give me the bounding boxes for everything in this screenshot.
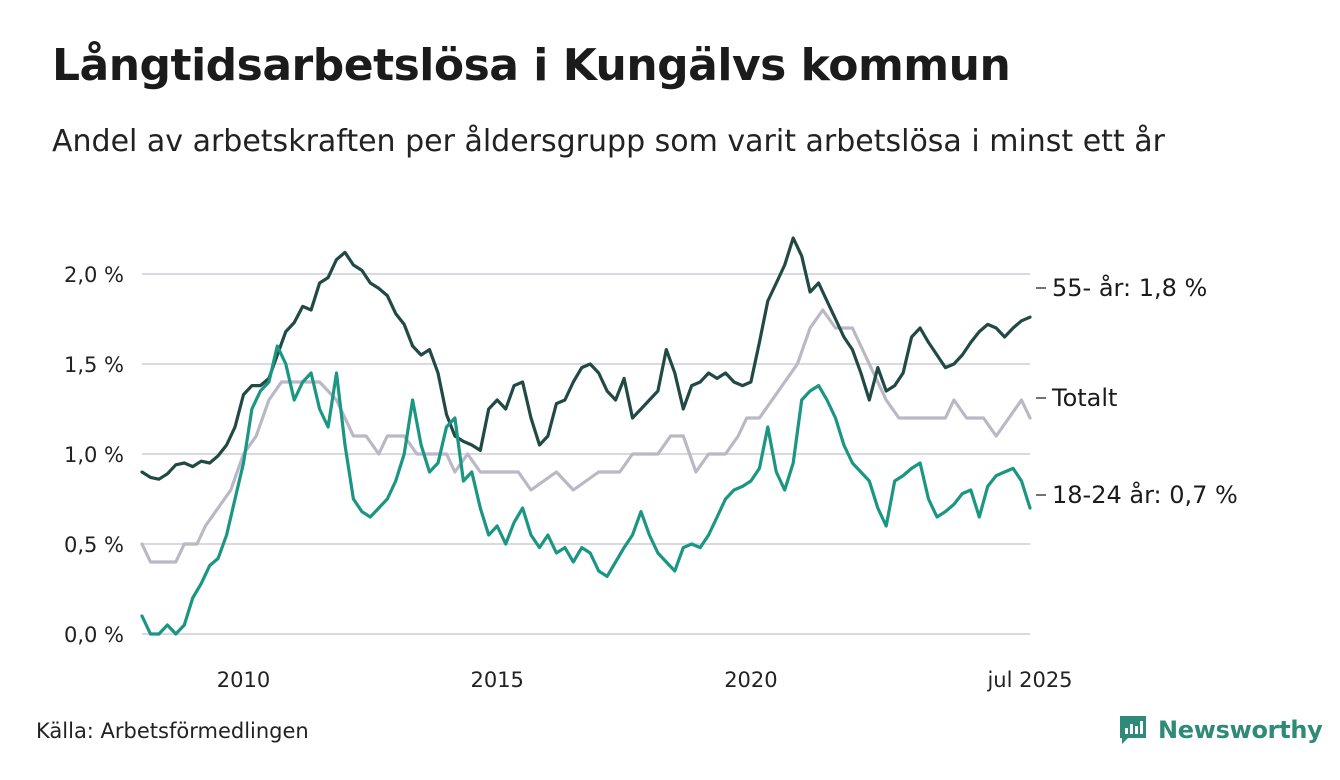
- y-axis-tick-labels: 0,0 % 0,5 % 1,0 % 1,5 % 2,0 %: [64, 263, 124, 647]
- y-tick-label: 1,0 %: [64, 443, 124, 467]
- source-note: Källa: Arbetsförmedlingen: [36, 719, 309, 743]
- chart-subtitle: Andel av arbetskraften per åldersgrupp s…: [52, 124, 1165, 159]
- series-line-totalt: [140, 308, 1032, 564]
- y-tick-label: 1,5 %: [64, 353, 124, 377]
- newsworthy-logo-icon: [1120, 716, 1146, 744]
- x-tick-label: 2010: [217, 668, 270, 692]
- series-lines: [140, 236, 1032, 636]
- line-chart: 0,0 % 0,5 % 1,0 % 1,5 % 2,0 % 2010 2015 2020 ju…: [64, 236, 1238, 692]
- x-tick-label: 2020: [724, 668, 777, 692]
- x-tick-label: 2015: [470, 668, 523, 692]
- newsworthy-logo: Newsworthy: [1118, 714, 1323, 746]
- end-label-18-24-r: 18-24 år: 0,7 %: [1052, 480, 1238, 509]
- chart-title: Långtidsarbetslösa i Kungälvs kommun: [52, 40, 1011, 91]
- y-tick-label: 0,0 %: [64, 623, 124, 647]
- end-labels: Totalt 55- år: 1,8 % 18-24 år: 0,7 %: [1036, 273, 1238, 509]
- x-tick-label: jul 2025: [986, 668, 1072, 692]
- end-label-55-r: 55- år: 1,8 %: [1052, 273, 1207, 302]
- series-line-55-r: [140, 236, 1032, 481]
- series-line-18-24-r: [140, 344, 1032, 636]
- y-tick-label: 0,5 %: [64, 533, 124, 557]
- grid-lines: [142, 273, 1030, 635]
- x-axis-tick-labels: 2010 2015 2020 jul 2025: [217, 668, 1073, 692]
- end-label-totalt: Totalt: [1051, 384, 1117, 412]
- newsworthy-logo-text: Newsworthy: [1158, 716, 1323, 744]
- y-tick-label: 2,0 %: [64, 263, 124, 287]
